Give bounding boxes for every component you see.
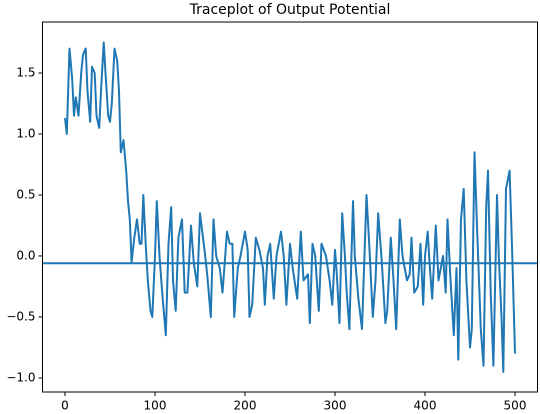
x-tick-label: 300 — [324, 399, 347, 413]
x-tick-label: 500 — [504, 399, 527, 413]
x-tick-label: 200 — [234, 399, 257, 413]
x-tick-label: 0 — [61, 399, 69, 413]
y-tick-label: 1.5 — [16, 65, 35, 79]
y-tick-label: −1.0 — [6, 370, 35, 384]
y-tick-label: −0.5 — [6, 309, 35, 323]
x-tick-label: 400 — [414, 399, 437, 413]
y-tick-label: 0.5 — [16, 187, 35, 201]
chart-title: Traceplot of Output Potential — [189, 2, 391, 18]
trace-line — [64, 41, 516, 373]
y-tick-label: 0.0 — [16, 248, 35, 262]
y-tick-label: 1.0 — [16, 126, 35, 140]
axes-frame — [42, 21, 538, 393]
x-tick-label: 100 — [144, 399, 167, 413]
